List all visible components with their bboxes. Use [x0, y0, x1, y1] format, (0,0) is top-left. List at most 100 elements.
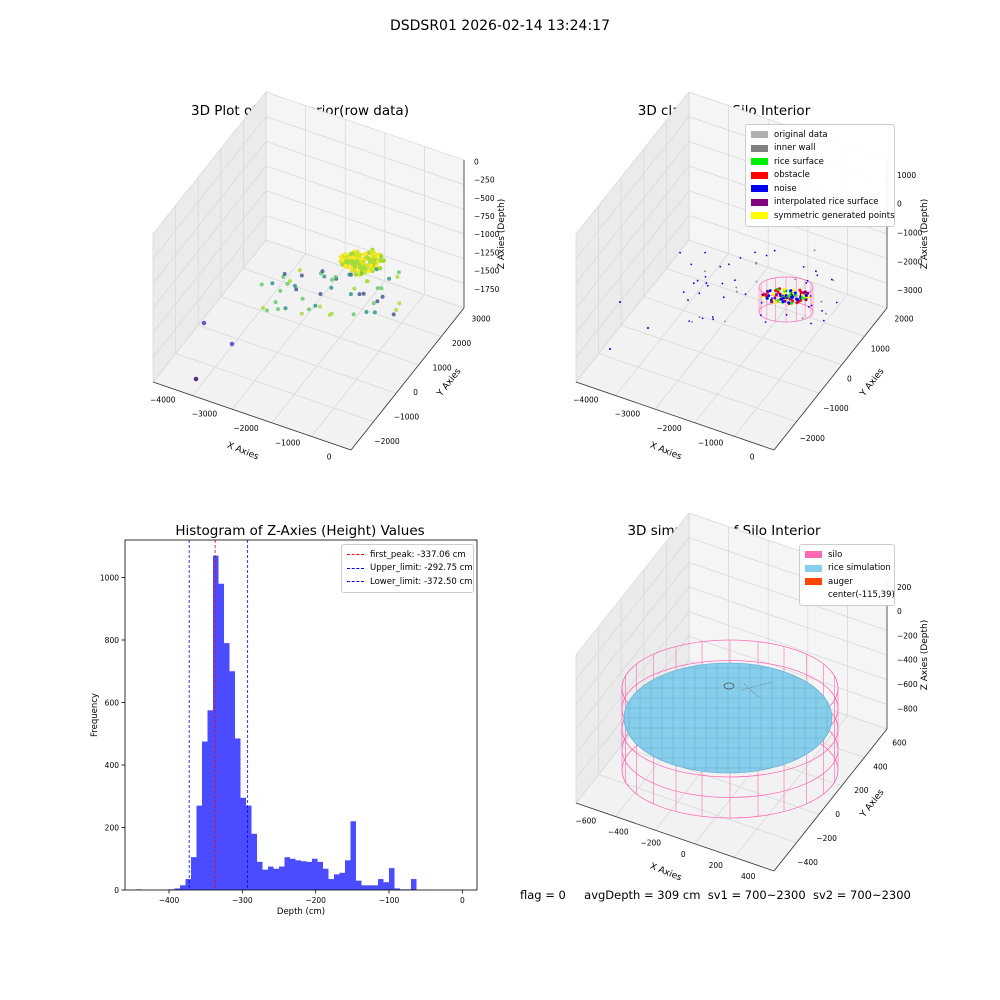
- legend-swatch: [751, 198, 768, 206]
- plot1-point: [283, 306, 288, 311]
- plot2-point: [807, 295, 811, 299]
- plot4-gridline: [621, 745, 820, 815]
- plot4-z-tick-label: 200: [897, 583, 912, 592]
- plot2-point: [822, 319, 825, 322]
- plot2-gridline: [575, 239, 690, 383]
- plot1-gridline: [265, 91, 465, 161]
- y-tick-label: 0: [114, 886, 119, 895]
- legend-entry-auger: auger: [805, 575, 889, 589]
- plot1-point: [353, 272, 359, 277]
- histogram-bar: [235, 738, 241, 890]
- legend-entry-obstacle: obstacle: [751, 169, 889, 183]
- plot2-point: [770, 300, 774, 304]
- histogram-bar: [378, 879, 384, 891]
- plot2-point: [789, 289, 793, 293]
- plot2-legend: original data inner wall rice surface ob…: [745, 124, 895, 227]
- plot1-point: [380, 294, 385, 299]
- plot1-point: [375, 286, 380, 291]
- plot2-point: [773, 249, 776, 252]
- plot4-gridline: [734, 715, 848, 858]
- legend-label: auger: [828, 576, 853, 587]
- plot2-point: [704, 270, 706, 273]
- plot4-x-axis-label: X Axies: [648, 862, 683, 884]
- plot4-legend: silo rice simulation auger center(-115,3…: [799, 544, 895, 606]
- y-tick-label: 800: [105, 636, 120, 645]
- plot2-z-tick-label: 1000: [897, 171, 916, 180]
- plot1-gridline: [152, 141, 267, 284]
- x-axis-label: Depth (cm): [277, 907, 325, 917]
- legend-label: silo: [828, 549, 843, 560]
- plot1-point: [349, 258, 354, 263]
- plot1-z-tick-label: −1500: [474, 267, 500, 276]
- plot2-point: [704, 251, 706, 254]
- plot2-point: [728, 263, 730, 266]
- plot1-point: [350, 261, 355, 267]
- plot2-point: [803, 290, 807, 294]
- plot2-point: [719, 265, 722, 268]
- x-tick-label: 0: [460, 896, 465, 905]
- plot1-point: [347, 272, 352, 277]
- plot4-gridline: [688, 611, 888, 681]
- plot4-z-tick-label: −200: [897, 631, 918, 640]
- plot2-point: [820, 300, 823, 303]
- plot4-y-tick-label: 600: [892, 739, 907, 748]
- legend-label: rice surface: [774, 156, 824, 167]
- plot2-x-tick-label: −2000: [656, 424, 682, 433]
- plot1-point: [322, 274, 327, 279]
- histogram-bar: [356, 880, 362, 891]
- histogram-bar: [196, 805, 202, 891]
- plot2-point: [744, 293, 747, 296]
- plot1-y-tick-label: 1000: [433, 364, 452, 373]
- plot4-y-tick-label: 0: [835, 810, 840, 819]
- y-tick-label: 200: [105, 824, 120, 833]
- plot2-point: [722, 296, 725, 299]
- histogram-bar: [317, 861, 323, 891]
- plot1-point: [329, 311, 334, 316]
- histogram-bar: [328, 879, 334, 891]
- plot2-point: [810, 322, 812, 325]
- plot2-point: [800, 296, 804, 300]
- plot2-gridline: [666, 268, 865, 337]
- histogram-bar: [284, 857, 290, 890]
- y-axis-label: Frequency: [90, 693, 100, 737]
- plot1-point: [397, 301, 402, 306]
- plot2-point: [790, 301, 794, 305]
- plot2-point: [781, 296, 785, 300]
- legend-label: interpolated rice surface: [774, 197, 879, 208]
- plot4-z-tick-label: −600: [897, 680, 918, 689]
- legend-line: [347, 567, 364, 569]
- plot2-point: [768, 289, 772, 293]
- legend-label: obstacle: [774, 170, 810, 181]
- legend-label: center(-115,39): [828, 590, 895, 601]
- plot1-point: [285, 281, 290, 286]
- plot1-point: [259, 282, 264, 287]
- histogram-bar: [339, 872, 345, 891]
- legend-swatch: [805, 592, 822, 599]
- plot2-point: [754, 251, 756, 254]
- legend-entry-silo: silo: [805, 548, 889, 562]
- legend-swatch: [805, 564, 822, 572]
- plot4-x-axis-line: [575, 802, 775, 872]
- legend-label: rice simulation: [828, 563, 891, 574]
- plot2-y-tick-label: 2000: [894, 315, 913, 324]
- legend-swatch: [751, 212, 768, 220]
- plot1-gridline: [220, 296, 419, 366]
- plot2-x-tick-label: 0: [750, 453, 755, 462]
- plot2-point: [692, 282, 695, 285]
- plot1-point: [307, 307, 311, 312]
- plot1-gridline: [265, 165, 465, 235]
- plot1-point: [395, 274, 400, 279]
- legend-label: original data: [774, 129, 828, 140]
- plot2-point: [679, 251, 681, 254]
- plot1-gridline: [311, 294, 425, 437]
- plot1-point: [352, 286, 357, 291]
- plot2-y-tick-label: −1000: [823, 404, 849, 413]
- plot2-point: [832, 279, 835, 282]
- plot2-z-axis-label: Z Axies (Depth): [920, 199, 930, 270]
- legend-swatch: [805, 551, 822, 559]
- legend-entry-symmetric: symmetric generated points: [751, 209, 895, 223]
- plot1-point: [270, 281, 275, 286]
- x-tick-label: −200: [305, 896, 326, 905]
- histogram-bar: [224, 643, 230, 891]
